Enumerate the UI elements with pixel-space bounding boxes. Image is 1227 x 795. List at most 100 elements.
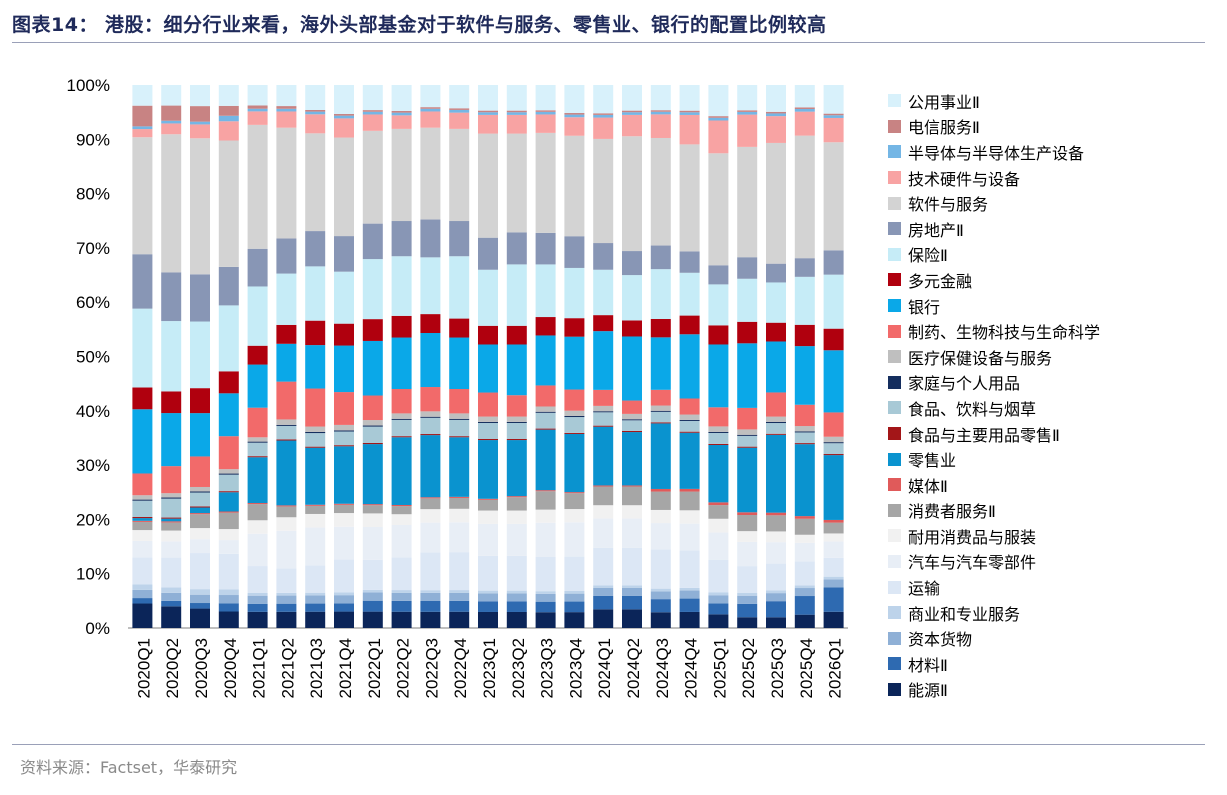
legend-item: 商业和专业服务: [888, 600, 1100, 626]
bar-segment: [823, 455, 844, 520]
bar-segment: [564, 389, 585, 411]
bar-segment: [650, 599, 671, 613]
bar-segment: [650, 111, 671, 115]
bar-segment: [766, 433, 786, 435]
bar-segment: [766, 85, 786, 112]
bar-segment: [161, 134, 182, 273]
bar-segment: [564, 415, 585, 418]
bar-segment: [593, 505, 614, 519]
bar-segment: [823, 412, 844, 437]
bar-segment: [334, 559, 354, 593]
bar-segment: [766, 322, 786, 342]
bar-segment: [737, 111, 758, 115]
bar-segment: [218, 529, 239, 541]
bar-segment: [218, 393, 239, 437]
bar-segment: [420, 590, 441, 593]
bar-segment: [362, 223, 383, 260]
bar-segment: [334, 236, 354, 272]
bar-segment: [420, 600, 441, 612]
bar-segment: [737, 531, 758, 542]
bar-segment: [593, 585, 614, 588]
legend-item: 食品、饮料与烟草: [888, 395, 1100, 421]
legend-swatch: [888, 503, 901, 517]
bar-segment: [823, 519, 844, 523]
bar-segment: [362, 443, 383, 445]
legend-swatch: [888, 273, 901, 287]
bar-segment: [190, 388, 210, 414]
bar-segment: [650, 389, 671, 406]
legend-label: 家庭与个人用品: [908, 374, 1021, 394]
bar-segment: [535, 111, 556, 115]
x-tick-label: 2022Q1: [365, 638, 384, 699]
bar-segment: [708, 518, 729, 533]
bar-segment: [449, 497, 470, 509]
y-tick-label: 80%: [76, 185, 110, 204]
x-tick-label: 2023Q3: [538, 638, 557, 699]
bar-segment: [420, 127, 441, 220]
bar-segment: [449, 85, 470, 109]
bar-segment: [766, 392, 786, 417]
bar-segment: [420, 314, 441, 333]
bar-segment: [391, 413, 412, 419]
x-tick-label: 2020Q4: [221, 638, 240, 699]
bar-segment: [305, 447, 326, 505]
bar-segment: [276, 343, 297, 382]
bar-segment: [305, 345, 326, 389]
bar-segment: [276, 425, 297, 440]
bar-segment: [766, 563, 786, 591]
bar-segment: [132, 584, 153, 590]
bar-segment: [391, 419, 412, 437]
bar-segment: [478, 601, 498, 612]
bar-segment: [679, 414, 700, 420]
bar-segment: [190, 514, 210, 529]
bar-segment: [334, 603, 354, 612]
legend-swatch: [888, 119, 901, 133]
bar-segment: [334, 392, 354, 425]
bar-segment: [362, 110, 383, 112]
bar-segment: [218, 611, 239, 628]
bar-segment: [305, 114, 326, 134]
bar-segment: [218, 105, 239, 116]
bar-segment: [420, 416, 441, 418]
legend-swatch: [888, 657, 901, 671]
bar-segment: [679, 144, 700, 252]
legend-item: 耐用消费品与服装: [888, 523, 1100, 549]
bar-stacks: [132, 85, 844, 628]
bar-segment: [766, 590, 786, 594]
bar-segment: [305, 611, 326, 628]
x-tick-label: 2022Q3: [422, 638, 441, 699]
legend-label: 能源Ⅱ: [908, 681, 948, 701]
bar-segment: [334, 118, 354, 138]
bar-segment: [622, 609, 642, 628]
bar-segment: [449, 128, 470, 222]
bar-segment: [506, 438, 527, 441]
bar-segment: [506, 110, 527, 113]
bar-segment: [794, 108, 815, 112]
bar-segment: [823, 250, 844, 275]
bar-segment: [334, 85, 354, 115]
bar-segment: [737, 85, 758, 111]
bar-segment: [535, 85, 556, 111]
bar-segment: [794, 614, 815, 628]
bar-segment: [650, 337, 671, 390]
bar-segment: [362, 589, 383, 593]
legend-item: 食品与主要用品零售Ⅱ: [888, 421, 1100, 447]
bar-segment: [622, 547, 642, 586]
legend-swatch: [888, 554, 901, 568]
bar-segment: [218, 595, 239, 604]
bar-segment: [362, 527, 383, 560]
bar-segment: [334, 114, 354, 116]
stacked-bar-chart: 0% 10% 20% 30% 40% 50% 60% 70% 80% 90% 100% 2020Q1…: [67, 76, 848, 699]
bottom-rule: [12, 744, 1205, 745]
legend-swatch: [888, 529, 901, 543]
bar-segment: [218, 603, 239, 612]
bar-segment: [766, 434, 786, 513]
bar-segment: [276, 324, 297, 344]
bar-segment: [247, 85, 268, 106]
bar-segment: [161, 498, 182, 518]
bar-segment: [449, 413, 470, 419]
bar-segment: [247, 456, 268, 458]
bar-segment: [305, 109, 326, 112]
bar-segment: [564, 410, 585, 416]
bar-segment: [391, 337, 412, 390]
